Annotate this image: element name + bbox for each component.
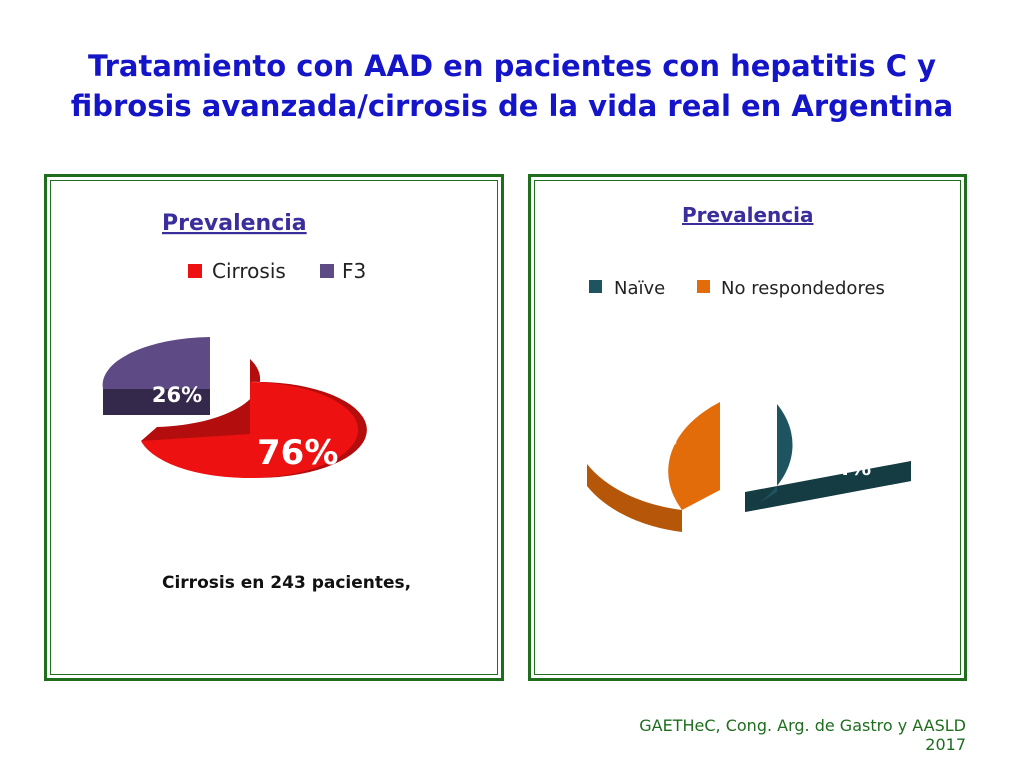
legend-label-cirrosis: Cirrosis [212, 259, 286, 283]
pie-chart-tratamiento: Prevalencia Naïve No respondedores 54% 4… [587, 203, 911, 532]
slide-title-line-1: Tratamiento con AAD en pacientes con hep… [88, 49, 936, 83]
legend-swatch-naive [589, 280, 602, 293]
data-label-f3: 26% [152, 383, 202, 407]
pie-slice-no-respondedores-top [668, 402, 720, 510]
pie-slice-naive-side-arc [745, 461, 911, 512]
legend-label-naive: Naïve [614, 278, 665, 299]
source-footnote: GAETHeC, Cong. Arg. de Gastro y AASLD 20… [639, 716, 966, 754]
legend-label-f3: F3 [342, 259, 366, 283]
pie-slice-no-respondedores [587, 402, 720, 532]
legend-swatch-no-respondedores [697, 280, 710, 293]
data-label-cirrosis: 76% [257, 433, 338, 473]
pie-slice-f3 [102, 337, 210, 415]
slide-title-line-2: fibrosis avanzada/cirrosis de la vida re… [70, 89, 954, 123]
slide-title: Tratamiento con AAD en pacientes con hep… [40, 46, 984, 126]
pie-slice-f3-top [102, 337, 210, 389]
pie-slice-cirrosis-top [141, 382, 359, 478]
chart-title: Prevalencia [682, 203, 813, 227]
legend-label-no-respondedores: No respondedores [721, 278, 885, 299]
legend-swatch-f3 [320, 264, 334, 278]
chart-panel-tratamiento: Prevalencia Naïve No respondedores 54% 4… [528, 174, 967, 681]
chart-annotation: Cirrosis en 243 pacientes, [162, 573, 411, 593]
legend-swatch-cirrosis [188, 264, 202, 278]
chart-panel-cirrosis: Prevalencia Cirrosis F3 76% 26% Cirrosis… [44, 174, 504, 681]
pie-slice-naive-top [745, 404, 793, 512]
pie-chart-cirrosis: Prevalencia Cirrosis F3 76% 26% Cirrosis… [102, 211, 411, 593]
pie-slice-no-respondedores-side [587, 464, 682, 532]
data-label-no-respondedores: 46% [627, 426, 677, 450]
pie-slice-f3-side [103, 389, 210, 415]
pie-slice-naive [745, 404, 911, 512]
pie-slice-cirrosis [141, 359, 367, 478]
data-label-naive: 54% [821, 456, 871, 480]
chart-title: Prevalencia [162, 211, 307, 236]
